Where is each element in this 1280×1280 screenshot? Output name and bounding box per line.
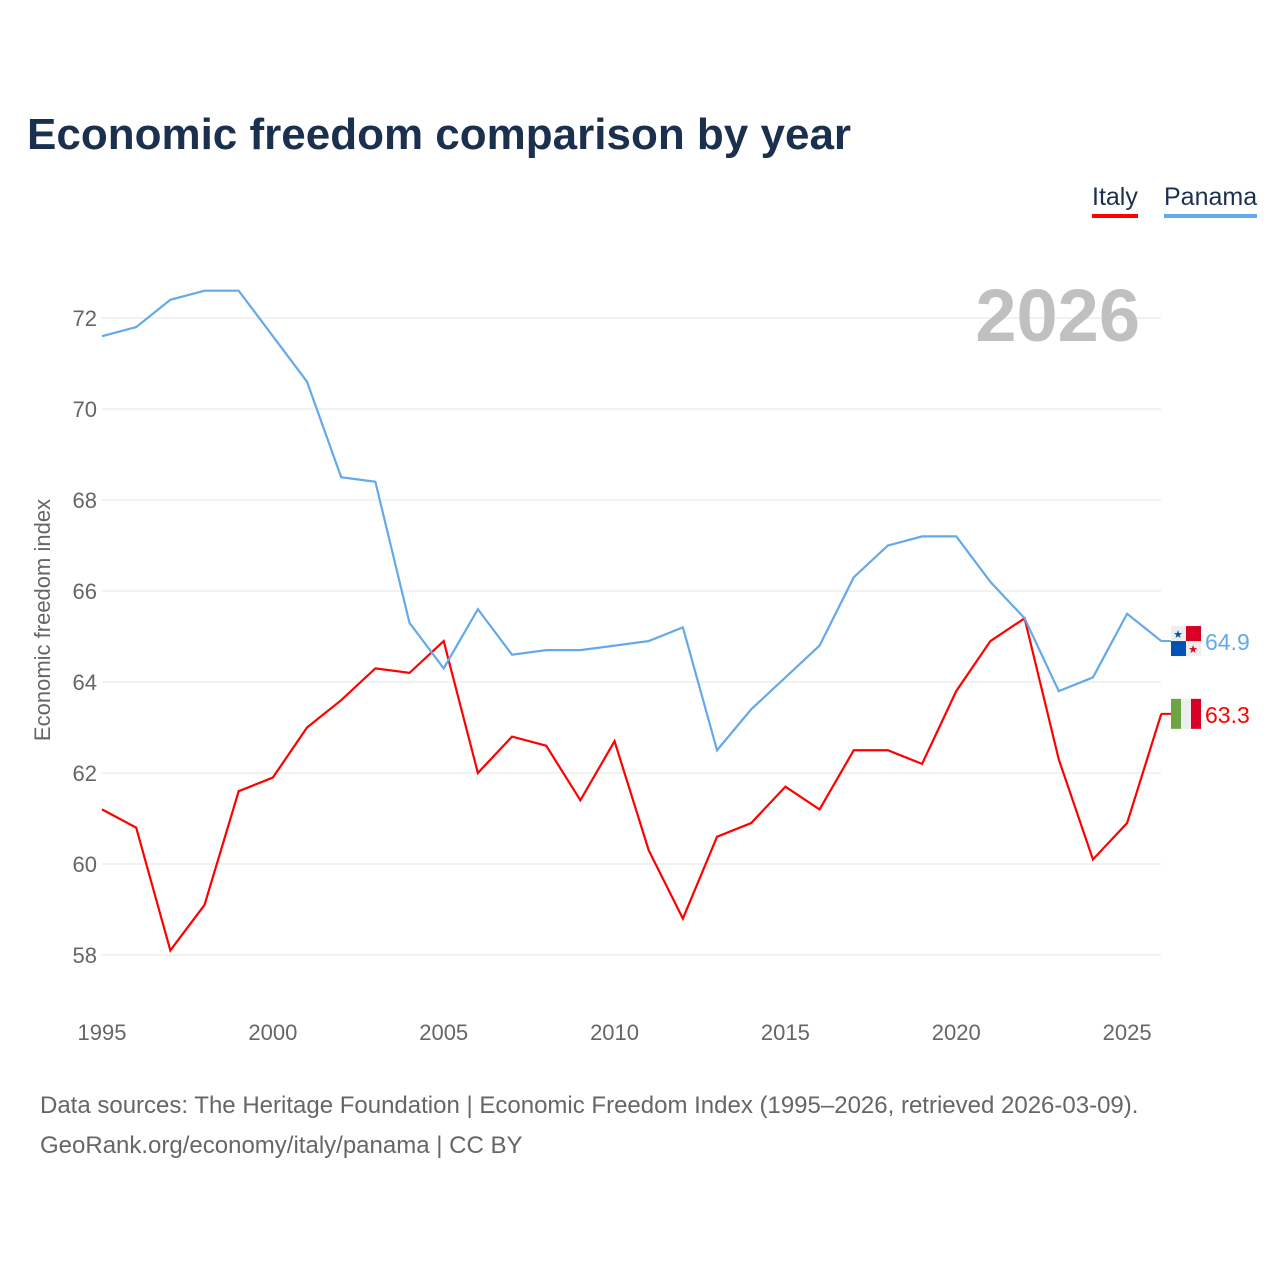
chart-title: Economic freedom comparison by year bbox=[27, 110, 852, 159]
legend-italy[interactable]: Italy bbox=[1092, 183, 1138, 218]
star-icon: ★ bbox=[1188, 644, 1198, 656]
y-tick-label: 70 bbox=[73, 397, 97, 422]
year-label: 2026 bbox=[975, 274, 1140, 357]
x-tick-label: 2025 bbox=[1103, 1020, 1152, 1045]
x-tick-label: 1995 bbox=[78, 1020, 127, 1045]
y-tick-label: 60 bbox=[73, 852, 97, 877]
x-tick-label: 2005 bbox=[419, 1020, 468, 1045]
end-value-label-italy: 63.3 bbox=[1205, 702, 1250, 728]
y-tick-label: 58 bbox=[73, 943, 97, 968]
x-tick-label: 2015 bbox=[761, 1020, 810, 1045]
flag-icon-italy bbox=[1171, 698, 1181, 729]
flag-icon-italy bbox=[1181, 698, 1191, 729]
end-value-label-panama: 64.9 bbox=[1205, 629, 1250, 655]
series-line-panama bbox=[101, 289, 1162, 753]
flag-icon-panama bbox=[1171, 641, 1186, 657]
x-tick-label: 2000 bbox=[248, 1020, 297, 1045]
star-icon: ★ bbox=[1173, 629, 1183, 641]
footer: Data sources: The Heritage Foundation | … bbox=[40, 1086, 1138, 1166]
x-tick-label: 2010 bbox=[590, 1020, 639, 1045]
y-tick-label: 68 bbox=[73, 488, 97, 513]
legend-panama[interactable]: Panama bbox=[1164, 183, 1258, 218]
x-tick-label: 2020 bbox=[932, 1020, 981, 1045]
source-link[interactable]: GeoRank.org/economy/italy/panama | CC BY bbox=[40, 1132, 523, 1159]
y-axis-label: Economic freedom index bbox=[30, 499, 55, 741]
flag-icon-italy bbox=[1191, 698, 1201, 729]
flag-icon-panama bbox=[1186, 626, 1201, 642]
y-tick-label: 66 bbox=[73, 579, 97, 604]
y-tick-label: 64 bbox=[73, 670, 97, 695]
y-tick-label: 62 bbox=[73, 761, 97, 786]
source-text: Data sources: The Heritage Foundation | … bbox=[40, 1092, 1139, 1119]
y-tick-label: 72 bbox=[73, 306, 97, 331]
series-line-italy bbox=[101, 616, 1163, 953]
